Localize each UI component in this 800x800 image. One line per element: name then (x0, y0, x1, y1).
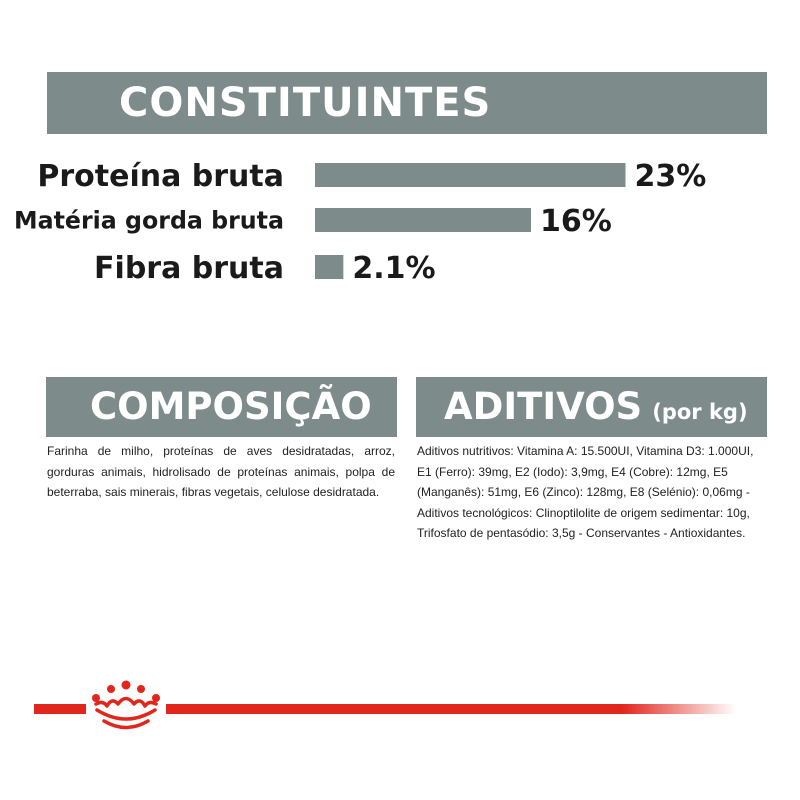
analytic-bar-chart: Proteína bruta 23% Matéria gorda bruta 16% F… (14, 159, 707, 286)
footer (34, 680, 736, 730)
footer-line-right (166, 704, 736, 714)
value-label: 2.1% (352, 251, 435, 286)
composition-banner: COMPOSIÇÃO (46, 377, 397, 437)
bar (315, 255, 344, 279)
bar (315, 208, 531, 232)
additives-banner: ADITIVOS (por kg) (416, 377, 767, 437)
category-label: Matéria gorda bruta (14, 207, 284, 235)
analytic-banner: CONSTITUINTES ANALÍTICOS (47, 72, 767, 188)
bar (315, 163, 626, 187)
composition-text: Farinha de milho, proteínas de aves desi… (47, 444, 395, 499)
footer-line-left (34, 704, 86, 714)
category-label: Fibra bruta (94, 251, 284, 286)
composition-title: COMPOSIÇÃO (90, 385, 372, 428)
category-label: Proteína bruta (37, 159, 284, 194)
additives-text: Aditivos nutritivos: Vitamina A: 15.500U… (417, 444, 754, 540)
value-label: 23% (635, 159, 707, 194)
crown-icon (92, 680, 160, 730)
additives-subtitle: (por kg) (652, 400, 748, 424)
value-label: 16% (540, 204, 612, 239)
additives-title: ADITIVOS (444, 385, 643, 428)
